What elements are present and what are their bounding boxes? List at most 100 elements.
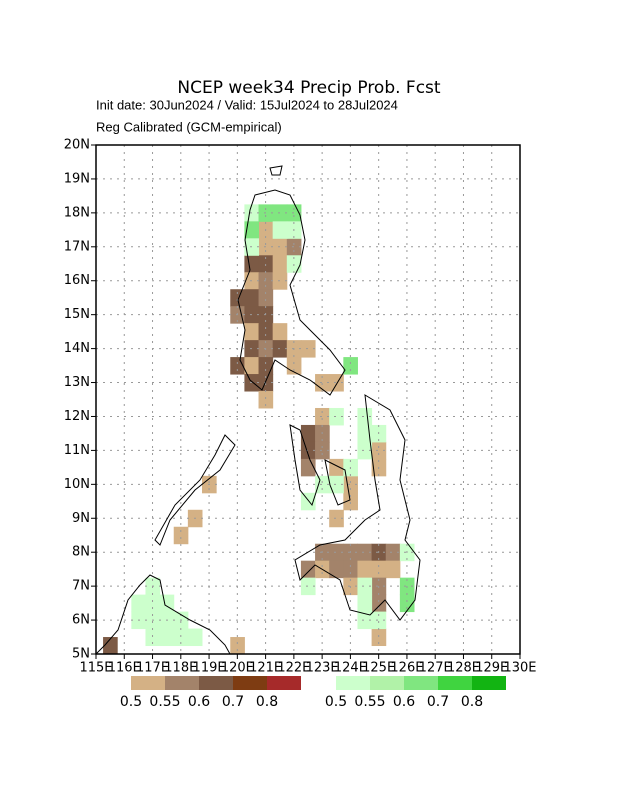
lat-tick-label: 10N bbox=[64, 477, 90, 492]
prob-cell bbox=[145, 594, 161, 613]
prob-cell bbox=[329, 407, 344, 426]
prob-cell bbox=[258, 391, 274, 409]
lat-tick-label: 19N bbox=[64, 171, 90, 186]
legend-label: 0.6 bbox=[188, 694, 210, 710]
prob-cell bbox=[343, 492, 358, 511]
legend-label: 0.7 bbox=[222, 694, 244, 710]
prob-cell bbox=[385, 543, 401, 562]
legend-label: 0.5 bbox=[325, 694, 347, 710]
prob-cell bbox=[315, 407, 330, 426]
coastline bbox=[324, 459, 351, 506]
prob-cell bbox=[244, 255, 260, 273]
legend-label: 0.55 bbox=[149, 694, 180, 710]
prob-cell bbox=[159, 628, 175, 647]
lon-tick-label: 121E bbox=[249, 661, 282, 676]
lon-tick-label: 123E bbox=[306, 661, 339, 676]
prob-cell bbox=[300, 577, 316, 596]
legend-swatch bbox=[199, 676, 233, 690]
lon-tick-label: 122E bbox=[277, 661, 310, 676]
prob-cell bbox=[371, 594, 387, 613]
prob-cell bbox=[329, 509, 344, 528]
legend-swatch bbox=[370, 676, 404, 690]
legend-swatch bbox=[336, 676, 370, 690]
coastline bbox=[237, 189, 346, 396]
coastline bbox=[154, 434, 236, 546]
lat-tick-label: 8N bbox=[72, 545, 90, 560]
prob-cell bbox=[371, 611, 387, 630]
prob-cell bbox=[329, 458, 344, 477]
legend-label: 0.5 bbox=[120, 694, 142, 710]
prob-cell bbox=[230, 637, 245, 655]
lon-tick-label: 127E bbox=[419, 661, 452, 676]
prob-cell bbox=[315, 475, 330, 494]
prob-cell bbox=[357, 611, 373, 630]
lat-tick-label: 12N bbox=[64, 409, 90, 424]
prob-cell bbox=[145, 628, 161, 647]
prob-cell bbox=[300, 560, 316, 579]
prob-cell bbox=[357, 543, 373, 562]
prob-cell bbox=[173, 526, 189, 545]
lon-tick-label: 119E bbox=[193, 661, 226, 676]
lat-tick-label: 5N bbox=[72, 647, 90, 662]
title: NCEP week34 Precip Prob. Fcst bbox=[177, 78, 441, 98]
subtitle: Init date: 30Jun2024 / Valid: 15Jul2024 … bbox=[96, 97, 398, 112]
prob-cell bbox=[329, 560, 344, 579]
coastline bbox=[269, 165, 283, 176]
prob-cell bbox=[357, 407, 373, 426]
prob-cell bbox=[343, 560, 358, 579]
prob-cell bbox=[272, 323, 288, 341]
prob-cell bbox=[286, 238, 302, 256]
lat-tick-label: 14N bbox=[64, 341, 90, 356]
prob-cell bbox=[300, 441, 316, 460]
legend-label: 0.6 bbox=[393, 694, 415, 710]
coastline bbox=[294, 394, 421, 621]
legend-swatch bbox=[165, 676, 199, 690]
prob-cell bbox=[343, 357, 358, 375]
map-frame bbox=[95, 144, 521, 655]
lon-tick-label: 126E bbox=[390, 661, 423, 676]
lon-tick-label: 115E bbox=[79, 661, 112, 676]
legend-swatch bbox=[131, 676, 165, 690]
legend-swatch bbox=[233, 676, 267, 690]
prob-cell bbox=[385, 560, 401, 579]
prob-cell bbox=[187, 628, 203, 647]
lon-tick-label: 124E bbox=[334, 661, 367, 676]
prob-cell bbox=[131, 594, 146, 613]
lat-tick-label: 15N bbox=[64, 307, 90, 322]
lat-tick-label: 20N bbox=[64, 138, 90, 153]
lon-tick-label: 118E bbox=[164, 661, 197, 676]
lat-tick-label: 11N bbox=[64, 443, 90, 458]
prob-cell bbox=[272, 255, 288, 273]
legend-swatch bbox=[438, 676, 472, 690]
prob-cell bbox=[357, 441, 373, 460]
lat-tick-label: 13N bbox=[64, 375, 90, 390]
prob-cell bbox=[258, 323, 274, 341]
legend-label: 0.8 bbox=[461, 694, 483, 710]
prob-cell bbox=[244, 357, 260, 375]
prob-cell bbox=[357, 577, 373, 596]
prob-cell bbox=[300, 340, 316, 358]
prob-cell bbox=[399, 594, 415, 613]
prob-cell bbox=[258, 289, 274, 307]
prob-cell bbox=[173, 628, 189, 647]
lon-tick-label: 130E bbox=[503, 661, 536, 676]
prob-cell bbox=[300, 424, 316, 443]
legend-label: 0.55 bbox=[354, 694, 385, 710]
legend-swatch bbox=[404, 676, 438, 690]
lon-tick-label: 128E bbox=[447, 661, 480, 676]
prob-cell bbox=[371, 628, 387, 647]
prob-cell bbox=[357, 594, 373, 613]
lon-tick-label: 129E bbox=[475, 661, 508, 676]
prob-cell bbox=[286, 204, 302, 222]
lat-tick-label: 18N bbox=[64, 205, 90, 220]
legend-label: 0.8 bbox=[256, 694, 278, 710]
lon-tick-label: 116E bbox=[108, 661, 141, 676]
prob-cell bbox=[230, 289, 245, 307]
lon-tick-label: 125E bbox=[362, 661, 395, 676]
legend-swatch bbox=[472, 676, 506, 690]
coastline bbox=[289, 424, 321, 507]
prob-cell bbox=[159, 594, 175, 613]
lat-tick-label: 17N bbox=[64, 239, 90, 254]
prob-cell bbox=[315, 441, 330, 460]
